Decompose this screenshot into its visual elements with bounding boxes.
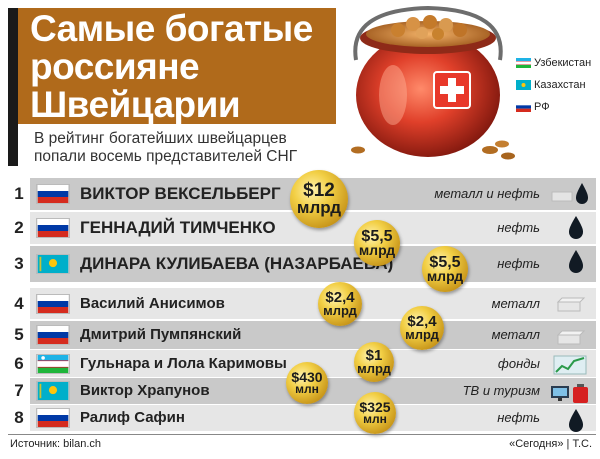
wealth-coin: $325 млн xyxy=(354,392,396,434)
wealth-unit: млрд xyxy=(405,326,439,342)
wealth-unit: млн xyxy=(363,411,387,426)
legend-item-russia: РФ xyxy=(516,96,600,118)
wealth-amount: $430 xyxy=(291,368,323,385)
tv-and-suitcase-icon xyxy=(551,384,588,403)
wealth-coin: $5,5 млрд xyxy=(422,246,468,292)
legend-label: Казахстан xyxy=(534,79,586,91)
wealth-unit: млрд xyxy=(296,197,342,217)
oil-drop-icon xyxy=(569,216,583,239)
industry-label: фонды xyxy=(497,356,540,371)
wealth-unit: млн xyxy=(295,381,319,396)
russia-flag-icon xyxy=(36,184,70,204)
legend-item-kazakhstan: Казахстан xyxy=(516,74,600,96)
title-panel xyxy=(8,8,336,124)
row-stripe xyxy=(30,405,596,431)
country-legend: Узбекистан Казахстан РФ xyxy=(516,52,600,118)
person-name: Ралиф Сафин xyxy=(80,409,185,426)
wealth-unit: млрд xyxy=(323,302,357,318)
table-row: 4 Василий Анисимов металл xyxy=(8,288,596,319)
russia-flag-icon xyxy=(36,218,70,238)
wealth-coin: $2,4 млрд xyxy=(400,306,444,350)
rank-number: 7 xyxy=(14,381,24,400)
wealth-unit: млрд xyxy=(426,267,464,284)
rank-number: 4 xyxy=(14,294,24,313)
legend-label: РФ xyxy=(534,101,550,113)
person-name: ГЕННАДИЙ ТИМЧЕНКО xyxy=(80,218,276,237)
person-name: Виктор Храпунов xyxy=(80,382,210,399)
uzbekistan-flag-icon xyxy=(516,58,531,68)
wealth-amount: $325 xyxy=(359,398,391,415)
oil-drop-icon xyxy=(569,250,583,273)
metal-bar-icon xyxy=(556,330,586,345)
wealth-unit: млрд xyxy=(358,241,396,258)
industry-label: нефть xyxy=(497,256,540,271)
wealth-coin: $12 млрд xyxy=(290,170,348,228)
row-stripe xyxy=(30,246,596,282)
person-name: Василий Анисимов xyxy=(80,295,225,312)
person-name: ДИНАРА КУЛИБАЕВА (НАЗАРБАЕВА) xyxy=(80,254,394,273)
industry-label: металл и нефть xyxy=(434,186,540,201)
row-stripe xyxy=(30,321,596,349)
page-title: Самые богатые россияне Швейцарии xyxy=(30,8,313,125)
row-stripe xyxy=(30,288,596,319)
table-row: 5 Дмитрий Пумпянский металл xyxy=(8,321,596,349)
title-accent-bar xyxy=(8,8,18,124)
russia-flag-icon xyxy=(36,325,70,345)
wealth-amount: $12 xyxy=(303,179,335,201)
table-row: 8 Ралиф Сафин нефть xyxy=(8,405,596,432)
table-row: 2 ГЕННАДИЙ ТИМЧЕНКО нефть xyxy=(8,212,596,244)
stock-chart-icon xyxy=(553,355,587,375)
wealth-amount: $5,5 xyxy=(361,227,393,245)
legend-item-uzbekistan: Узбекистан xyxy=(516,52,600,74)
wealth-amount: $2,4 xyxy=(325,288,355,306)
person-name: ВИКТОР ВЕКСЕЛЬБЕРГ xyxy=(80,184,281,203)
kazakhstan-flag-icon xyxy=(36,381,70,401)
source-note: Источник: bilan.ch xyxy=(10,438,101,450)
credit-note: «Сегодня» | Т.С. xyxy=(509,438,592,450)
person-name: Дмитрий Пумпянский xyxy=(80,326,242,343)
pot-of-coins-illustration xyxy=(338,0,518,175)
industry-label: нефть xyxy=(497,220,540,235)
metal-bar-icon xyxy=(556,297,586,312)
oil-drop-icon xyxy=(569,409,583,432)
uzbekistan-flag-icon xyxy=(36,354,70,374)
wealth-amount: $2,4 xyxy=(407,312,437,330)
rank-number: 5 xyxy=(14,325,24,344)
table-row: 3 ДИНАРА КУЛИБАЕВА (НАЗАРБАЕВА) нефть xyxy=(8,246,596,282)
wealth-unit: млрд xyxy=(357,360,391,376)
rank-number: 6 xyxy=(14,354,24,373)
rank-number: 2 xyxy=(14,218,24,237)
industry-label: нефть xyxy=(497,410,540,425)
legend-label: Узбекистан xyxy=(534,57,592,69)
russia-flag-icon xyxy=(516,102,531,112)
page-subtitle: В рейтинг богатейших швейцарцев попали в… xyxy=(34,130,298,165)
rank-number: 1 xyxy=(14,184,24,203)
person-name: Гульнара и Лола Каримовы xyxy=(80,355,287,372)
wealth-amount: $5,5 xyxy=(429,253,461,271)
wealth-coin: $1 млрд xyxy=(354,342,394,382)
wealth-coin: $5,5 млрд xyxy=(354,220,400,266)
kazakhstan-flag-icon xyxy=(516,80,531,90)
russia-flag-icon xyxy=(36,294,70,314)
metal-and-oil-icon xyxy=(551,183,588,204)
subtitle-accent-bar xyxy=(8,124,18,166)
wealth-coin: $430 млн xyxy=(286,362,328,404)
rank-number: 3 xyxy=(14,254,24,273)
russia-flag-icon xyxy=(36,408,70,428)
wealth-coin: $2,4 млрд xyxy=(318,282,362,326)
industry-label: металл xyxy=(491,327,540,342)
footer-divider xyxy=(8,434,596,435)
rank-number: 8 xyxy=(14,408,24,427)
wealth-amount: $1 xyxy=(365,346,383,364)
kazakhstan-flag-icon xyxy=(36,254,70,274)
industry-label: металл xyxy=(491,296,540,311)
industry-label: ТВ и туризм xyxy=(462,383,540,398)
